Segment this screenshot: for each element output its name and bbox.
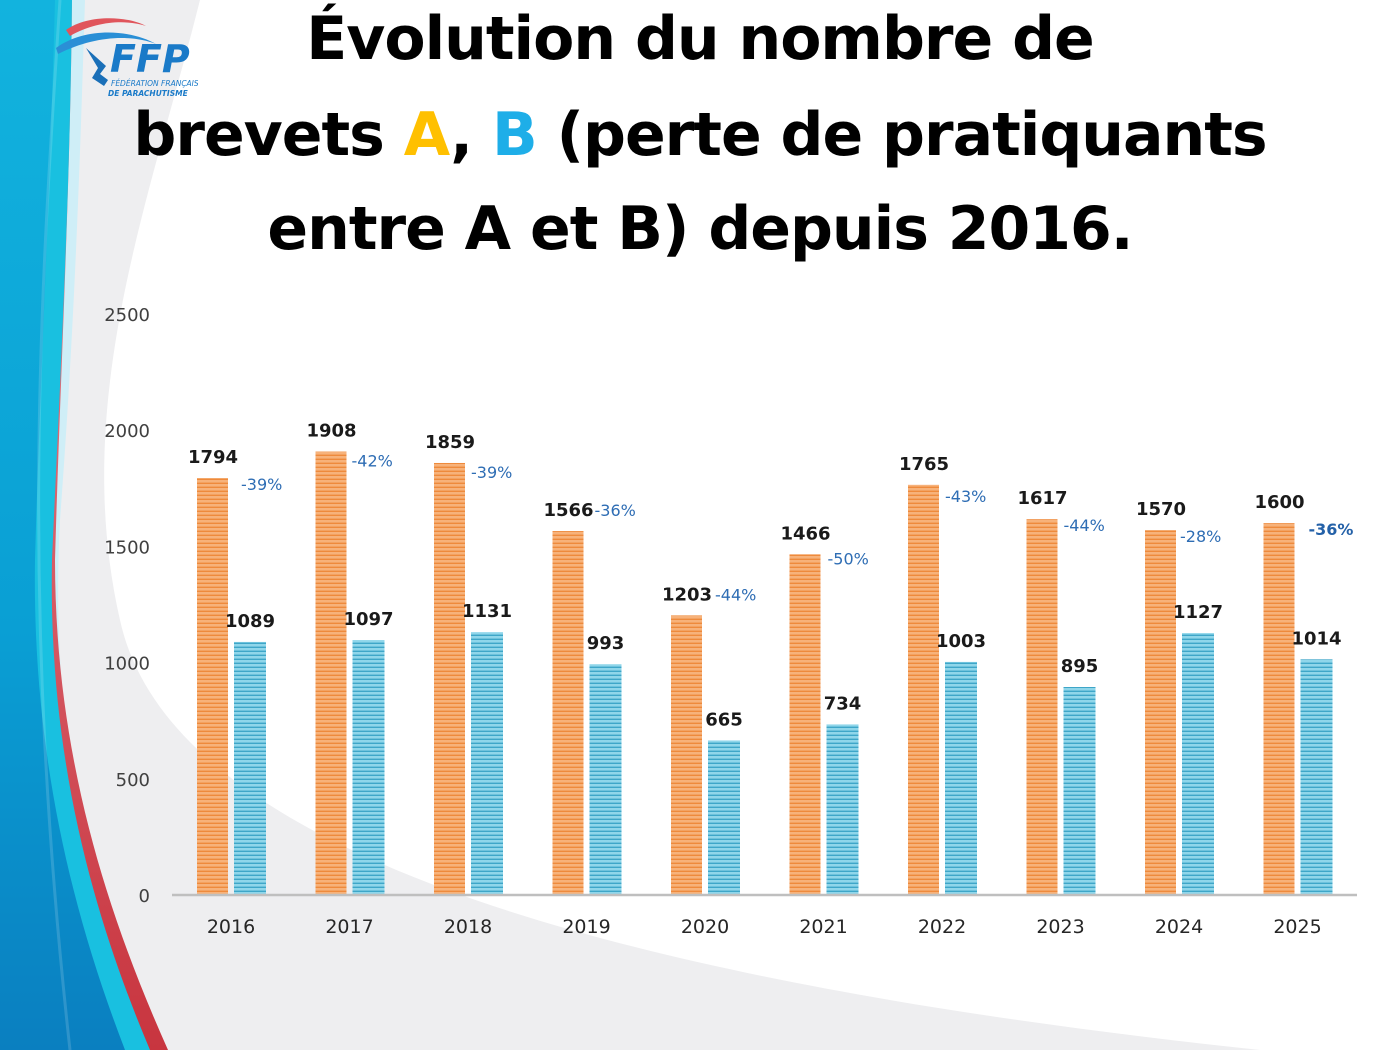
y-tick-label: 1000 [104, 654, 150, 675]
value-label-a: 1570 [1136, 499, 1186, 520]
title-line-2-prefix: brevets [133, 100, 404, 170]
value-label-a: 1908 [306, 421, 356, 442]
percent-loss-label: -43% [945, 487, 986, 506]
title-line-2: brevets A, B (perte de pratiquants [0, 100, 1400, 170]
value-label-a: 1566 [543, 500, 593, 521]
x-tick-label: 2020 [681, 916, 729, 938]
title-line-3: entre A et B) depuis 2016. [267, 194, 1133, 264]
x-tick-label: 2023 [1036, 916, 1084, 938]
bar-series-b [945, 661, 977, 895]
bar-series-b [1063, 687, 1096, 895]
percent-loss-label: -36% [595, 501, 636, 520]
bar-series-a [1026, 519, 1058, 895]
x-tick-label: 2018 [444, 916, 492, 938]
bars [197, 451, 1333, 895]
bar-series-a [1263, 523, 1295, 895]
value-label-a: 1794 [188, 447, 238, 468]
bar-series-b [589, 664, 622, 895]
bar-series-b [1300, 659, 1333, 895]
background-blue-band [0, 0, 125, 1050]
bar-series-b [826, 724, 859, 895]
data-labels: 1794 1089 -39% 1908 1097 -42% 1859 1131 -39% 1566… [188, 421, 1353, 731]
y-tick-label: 2500 [104, 305, 150, 326]
value-label-b: 895 [1061, 656, 1099, 677]
percent-loss-label: -36% [1309, 520, 1354, 539]
value-label-b: 1131 [462, 601, 512, 622]
logo-acronym: FFP [110, 37, 190, 81]
y-tick-label: 500 [116, 770, 150, 791]
x-tick-label: 2021 [799, 916, 847, 938]
y-tick-label: 1500 [104, 537, 150, 558]
x-axis-ticks: 2016 2017 2018 2019 2020 2021 2022 2023 2024 2025 [207, 916, 1322, 938]
bar-series-a [197, 478, 228, 895]
y-axis-ticks: 0 500 1000 1500 2000 2500 [104, 305, 150, 907]
value-label-b: 1014 [1291, 628, 1341, 649]
percent-loss-label: -42% [352, 452, 393, 471]
value-label-a: 1859 [425, 432, 475, 453]
title-series-a: A [403, 100, 452, 170]
x-tick-label: 2019 [562, 916, 610, 938]
percent-loss-label: -50% [828, 549, 869, 568]
background-faint-curve [37, 0, 72, 1050]
value-label-b: 1127 [1173, 602, 1223, 623]
ffp-logo: FFP FÉDÉRATION FRANÇAISE DE PARACHUTISME [48, 8, 204, 100]
bar-series-a [671, 615, 702, 895]
logo-line-2: DE PARACHUTISME [108, 89, 189, 98]
y-tick-label: 0 [139, 886, 150, 907]
value-label-b: 1003 [936, 631, 986, 652]
bar-series-b [234, 641, 266, 895]
bar-series-a [789, 554, 821, 895]
value-label-b: 665 [705, 709, 743, 730]
bar-series-a [908, 484, 939, 895]
x-tick-label: 2016 [207, 916, 255, 938]
title-separator: , [450, 100, 492, 170]
bar-series-b [352, 640, 385, 895]
x-tick-label: 2025 [1273, 916, 1321, 938]
background-grey-swoosh [0, 0, 1260, 1050]
logo-line-1: FÉDÉRATION FRANÇAISE [111, 79, 198, 88]
bar-series-a [434, 462, 465, 895]
x-tick-label: 2017 [325, 916, 373, 938]
value-label-b: 1097 [343, 609, 393, 630]
title-series-b: B [491, 100, 538, 170]
value-label-a: 1617 [1017, 488, 1067, 509]
value-label-b: 1089 [225, 611, 275, 632]
bar-series-a [315, 451, 347, 895]
bar-series-b [471, 632, 503, 895]
value-label-a: 1466 [780, 523, 830, 544]
value-label-b: 734 [824, 693, 862, 714]
title-line-1: Évolution du nombre de [306, 4, 1094, 74]
parachutist-logo-icon: FFP FÉDÉRATION FRANÇAISE DE PARACHUTISME [56, 18, 204, 98]
bar-series-a [1145, 530, 1176, 895]
x-tick-label: 2022 [918, 916, 966, 938]
bar-series-b [1182, 633, 1214, 895]
percent-loss-label: -39% [241, 475, 282, 494]
percent-loss-label: -28% [1180, 527, 1221, 546]
value-label-a: 1203 [662, 584, 712, 605]
percent-loss-label: -39% [471, 463, 512, 482]
bar-series-a [552, 531, 584, 895]
y-tick-label: 2000 [104, 421, 150, 442]
percent-loss-label: -44% [715, 585, 756, 604]
title-line-2-suffix: (perte de pratiquants [536, 100, 1268, 170]
bar-series-b [708, 740, 740, 895]
percent-loss-label: -44% [1064, 516, 1105, 535]
value-label-a: 1600 [1254, 492, 1304, 513]
x-tick-label: 2024 [1155, 916, 1203, 938]
value-label-b: 993 [587, 633, 625, 654]
value-label-a: 1765 [899, 454, 949, 475]
